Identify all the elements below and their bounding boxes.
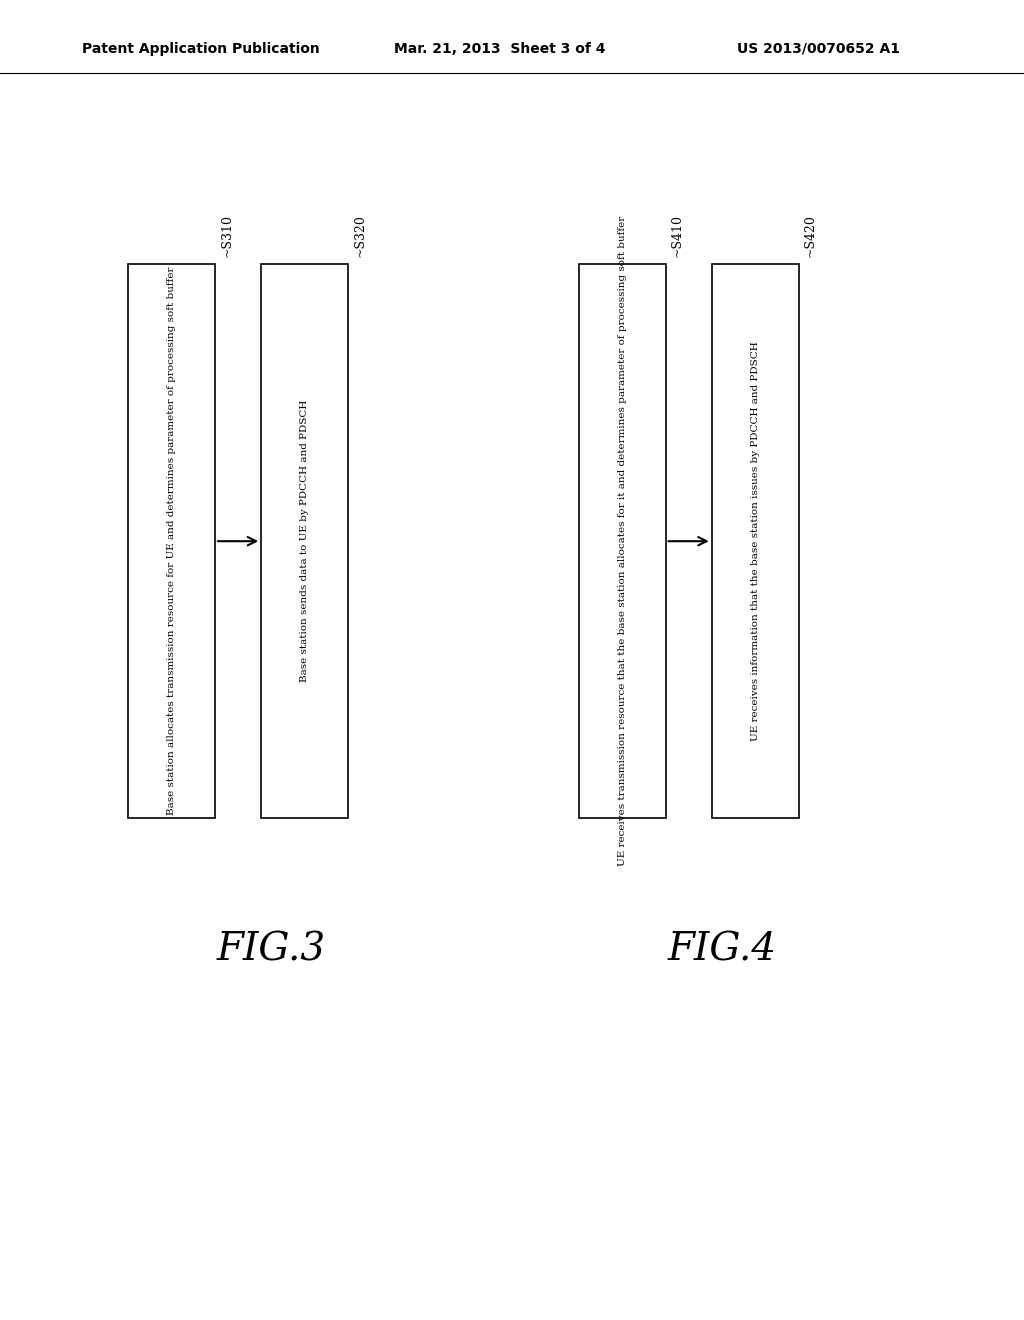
Text: FIG.4: FIG.4: [668, 932, 776, 969]
Bar: [579, 264, 666, 818]
Text: ~S410: ~S410: [671, 214, 684, 257]
Text: ~S310: ~S310: [220, 214, 233, 257]
Bar: [128, 264, 215, 818]
Text: Mar. 21, 2013  Sheet 3 of 4: Mar. 21, 2013 Sheet 3 of 4: [394, 42, 606, 55]
Text: Base station sends data to UE by PDCCH and PDSCH: Base station sends data to UE by PDCCH a…: [300, 400, 309, 682]
Text: Base station allocates transmission resource for UE and determines parameter of : Base station allocates transmission reso…: [167, 267, 176, 816]
Text: ~S420: ~S420: [804, 215, 817, 257]
Text: US 2013/0070652 A1: US 2013/0070652 A1: [737, 42, 900, 55]
Text: UE receives information that the base station issues by PDCCH and PDSCH: UE receives information that the base st…: [751, 342, 760, 741]
Text: ~S320: ~S320: [353, 215, 367, 257]
Text: Patent Application Publication: Patent Application Publication: [82, 42, 319, 55]
Bar: [712, 264, 799, 818]
Bar: [261, 264, 348, 818]
Text: UE receives transmission resource that the base station allocates for it and det: UE receives transmission resource that t…: [617, 216, 627, 866]
Text: FIG.3: FIG.3: [217, 932, 326, 969]
